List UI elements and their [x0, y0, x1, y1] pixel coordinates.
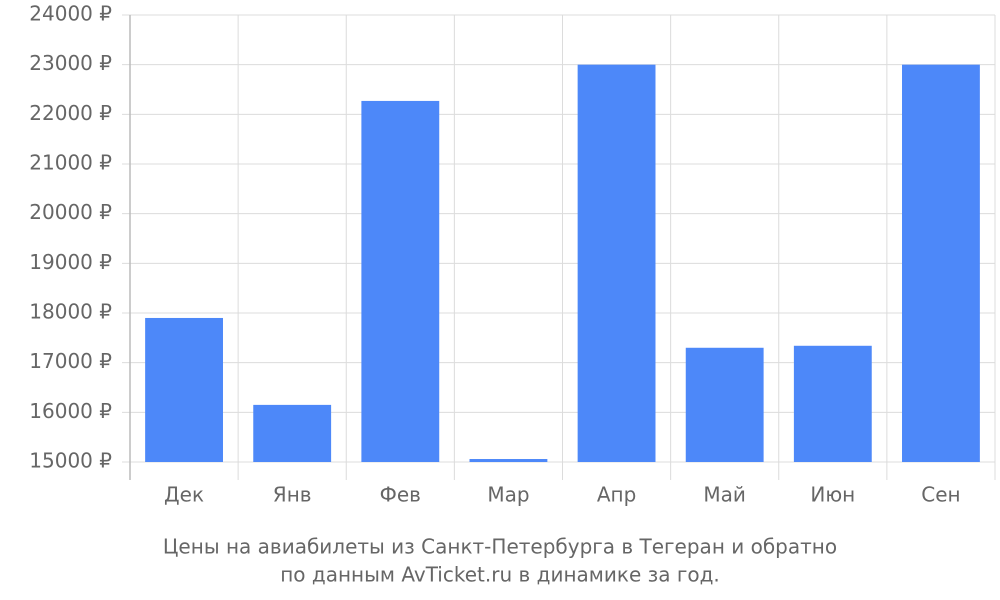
y-tick-label: 23000 ₽ — [29, 51, 112, 75]
x-tick-label: Дек — [164, 483, 204, 507]
y-tick-label: 15000 ₽ — [29, 449, 112, 473]
y-tick-label: 16000 ₽ — [29, 399, 112, 423]
bar — [469, 459, 548, 462]
bar — [577, 64, 656, 463]
x-tick-label: Апр — [597, 483, 636, 507]
y-tick-label: 21000 ₽ — [29, 151, 112, 175]
bar — [902, 64, 980, 463]
bar — [253, 404, 332, 462]
y-tick-label: 22000 ₽ — [29, 101, 112, 125]
y-tick-label: 20000 ₽ — [29, 200, 112, 224]
y-tick-label: 24000 ₽ — [29, 2, 112, 26]
x-tick-label: Мар — [487, 483, 529, 507]
x-tick-label: Фев — [380, 483, 421, 507]
x-tick-label: Май — [703, 483, 746, 507]
y-tick-label: 18000 ₽ — [29, 300, 112, 324]
y-tick-label: 19000 ₽ — [29, 250, 112, 274]
chart-title: Цены на авиабилеты из Санкт-Петербурга в… — [163, 535, 837, 559]
chart-subtitle: по данным AvTicket.ru в динамике за год. — [280, 563, 720, 587]
x-tick-label: Июн — [810, 483, 855, 507]
bar — [793, 345, 872, 462]
bar — [145, 317, 223, 462]
bar — [361, 100, 440, 462]
y-tick-label: 17000 ₽ — [29, 349, 112, 373]
x-tick-label: Янв — [273, 483, 312, 507]
x-tick-label: Сен — [921, 483, 960, 507]
bar — [685, 347, 764, 462]
